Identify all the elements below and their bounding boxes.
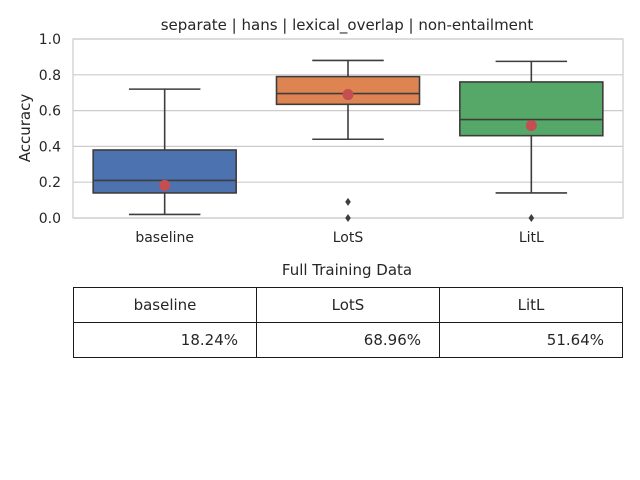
y-tick-label: 1.0 [39,32,61,48]
table-value-cell: 18.24% [73,322,257,358]
y-tick-label: 0.6 [39,104,61,120]
outlier-point [528,214,535,222]
mean-marker [159,179,171,191]
y-tick-label: 0.4 [39,139,61,155]
box-LotS [275,59,421,222]
x-tick-label: LitL [519,230,544,246]
box-LitL [459,60,604,222]
table-header-cell: LitL [439,287,623,323]
boxes [92,59,604,222]
outlier-point [345,197,351,206]
y-tick-label: 0.8 [39,68,61,84]
box-iqr [459,81,604,137]
y-tick-label: 0.2 [39,175,61,191]
table-header-cell: LotS [256,287,440,323]
table-header-cell: baseline [73,287,257,323]
table-value-row: 18.24% 68.96% 51.64% [73,322,623,358]
outlier-point [345,214,351,222]
box-baseline [92,88,237,216]
x-tick-label: LotS [333,230,364,246]
y-axis-label: Accuracy [16,94,34,163]
table-value-cell: 68.96% [256,322,440,358]
summary-table: baseline LotS LitL 18.24% 68.96% 51.64% [73,287,623,358]
y-tick-label: 0.0 [39,211,61,227]
mean-marker [342,89,354,101]
table-caption: Full Training Data [282,261,412,279]
box-iqr [275,75,421,106]
chart-title: separate | hans | lexical_overlap | non-… [161,16,534,35]
mean-marker [525,120,537,132]
box-plot-chart: separate | hans | lexical_overlap | non-… [16,16,624,279]
x-tick-label: baseline [135,230,194,246]
tick-labels: 0.0 0.2 0.4 0.6 0.8 1.0 baseline LotS LitL [39,32,544,246]
table-value-cell: 51.64% [439,322,623,358]
table-header-row: baseline LotS LitL [73,287,623,323]
